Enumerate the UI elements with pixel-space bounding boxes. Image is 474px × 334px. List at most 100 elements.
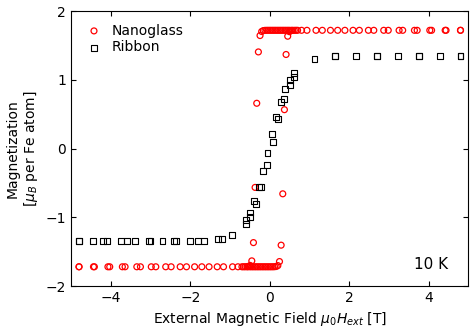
Ribbon — [131, 239, 138, 244]
Point — [229, 264, 237, 270]
Nanoglass — [395, 28, 403, 33]
Nanoglass — [251, 185, 259, 190]
Point — [283, 52, 290, 57]
Nanoglass — [176, 264, 184, 270]
Point — [267, 264, 275, 270]
Point — [75, 239, 83, 244]
Nanoglass — [264, 28, 272, 33]
Ribbon — [89, 239, 97, 244]
Nanoglass — [240, 264, 247, 270]
Point — [457, 53, 465, 58]
Nanoglass — [279, 28, 287, 33]
Nanoglass — [253, 101, 261, 106]
Nanoglass — [260, 28, 267, 33]
Nanoglass — [261, 28, 269, 33]
Nanoglass — [248, 258, 255, 264]
Nanoglass — [274, 28, 282, 33]
Point — [152, 264, 160, 270]
Ribbon — [264, 150, 271, 156]
Text: 10 K: 10 K — [414, 257, 448, 272]
Point — [331, 54, 339, 59]
Ribbon — [75, 239, 83, 244]
Ribbon — [214, 237, 222, 242]
Point — [399, 28, 407, 33]
Point — [276, 259, 283, 264]
Point — [291, 28, 298, 33]
Point — [287, 28, 295, 33]
Ribbon — [273, 114, 280, 120]
Point — [106, 264, 113, 270]
Point — [99, 239, 107, 244]
Point — [244, 264, 252, 270]
Point — [312, 28, 320, 33]
Nanoglass — [273, 28, 280, 33]
Ribbon — [145, 239, 152, 244]
Point — [264, 264, 272, 270]
Nanoglass — [319, 28, 326, 33]
Point — [251, 264, 259, 270]
Nanoglass — [380, 28, 388, 33]
Nanoglass — [191, 264, 199, 270]
Nanoglass — [263, 28, 270, 33]
Nanoglass — [268, 28, 275, 33]
Legend: Nanoglass, Ribbon: Nanoglass, Ribbon — [78, 18, 189, 60]
Point — [269, 264, 277, 270]
Point — [277, 242, 285, 248]
Ribbon — [331, 53, 339, 59]
Nanoglass — [241, 264, 249, 270]
Point — [284, 33, 292, 39]
Point — [137, 264, 144, 270]
Point — [384, 28, 392, 33]
Point — [171, 239, 178, 244]
Ribbon — [290, 70, 297, 76]
Nanoglass — [288, 28, 295, 33]
Point — [246, 215, 254, 220]
Point — [255, 264, 262, 270]
Ribbon — [436, 53, 443, 58]
Nanoglass — [269, 28, 277, 33]
Point — [213, 264, 221, 270]
Point — [292, 28, 300, 33]
Nanoglass — [271, 28, 279, 33]
Point — [249, 264, 257, 270]
Point — [248, 264, 255, 270]
Point — [413, 28, 421, 33]
Point — [147, 239, 155, 244]
Point — [279, 191, 287, 196]
Point — [91, 264, 98, 270]
Point — [415, 53, 422, 58]
Point — [263, 163, 271, 168]
Ribbon — [310, 56, 318, 61]
Ribbon — [242, 217, 250, 223]
Nanoglass — [250, 240, 257, 245]
Point — [298, 28, 305, 33]
Point — [271, 264, 278, 270]
Point — [123, 239, 130, 244]
Nanoglass — [133, 264, 141, 270]
Ribbon — [352, 53, 360, 58]
Ribbon — [186, 238, 194, 244]
Point — [252, 202, 259, 207]
Ribbon — [228, 232, 236, 237]
Point — [167, 264, 175, 270]
Nanoglass — [426, 28, 434, 33]
Point — [285, 29, 293, 34]
Ribbon — [394, 53, 401, 58]
Point — [182, 264, 190, 270]
Ribbon — [103, 239, 110, 244]
Nanoglass — [238, 264, 246, 270]
Nanoglass — [284, 28, 292, 33]
Point — [121, 264, 129, 270]
Nanoglass — [281, 28, 289, 33]
Nanoglass — [334, 28, 341, 33]
Nanoglass — [245, 264, 252, 269]
Point — [257, 264, 265, 270]
Ribbon — [282, 87, 289, 92]
Ribbon — [286, 77, 293, 82]
Point — [286, 82, 293, 87]
Point — [281, 107, 288, 112]
Ribbon — [117, 239, 125, 244]
Ribbon — [255, 185, 263, 190]
Point — [370, 28, 378, 33]
X-axis label: External Magnetic Field $\mu_0 H_{ext}$ [T]: External Magnetic Field $\mu_0 H_{ext}$ … — [153, 310, 387, 328]
